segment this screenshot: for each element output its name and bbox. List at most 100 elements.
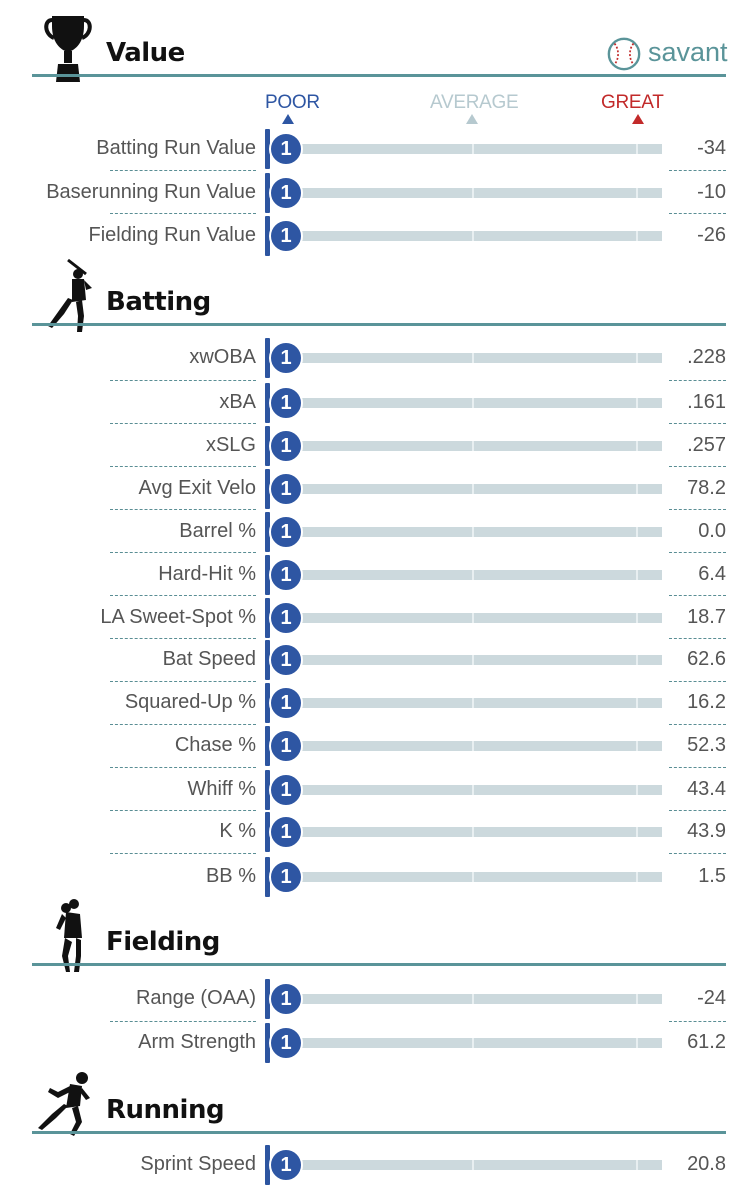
row-divider — [669, 213, 726, 214]
metric-value: .257 — [687, 434, 726, 456]
percentile-track — [296, 741, 662, 751]
row-divider — [110, 380, 256, 381]
row-divider — [669, 853, 726, 854]
percentile-badge[interactable]: 1 — [269, 1148, 303, 1182]
metric-value: 18.7 — [687, 606, 726, 628]
metric-value: .228 — [687, 346, 726, 368]
row-divider — [669, 423, 726, 424]
percentile-bracket — [265, 555, 270, 595]
percentile-track — [296, 188, 662, 198]
section-title-value: Value — [106, 38, 185, 68]
row-divider — [110, 595, 256, 596]
metric-value: 78.2 — [687, 477, 726, 499]
metric-label: Bat Speed — [162, 648, 256, 670]
row-divider — [110, 810, 256, 811]
row-divider — [110, 853, 256, 854]
baseball-icon — [607, 37, 641, 71]
row-divider — [669, 170, 726, 171]
row-divider — [110, 170, 256, 171]
percentile-badge[interactable]: 1 — [269, 515, 303, 549]
percentile-track — [296, 353, 662, 363]
metric-value: 43.4 — [687, 778, 726, 800]
section-title-batting: Batting — [106, 287, 211, 317]
metric-label: Sprint Speed — [140, 1153, 256, 1175]
row-divider — [110, 638, 256, 639]
percentile-badge[interactable]: 1 — [269, 219, 303, 253]
metric-value: -10 — [697, 181, 726, 203]
row-divider — [669, 595, 726, 596]
percentile-bracket — [265, 426, 270, 466]
row-divider — [669, 552, 726, 553]
scale-label-average: AVERAGE — [430, 92, 519, 113]
percentile-badge[interactable]: 1 — [269, 643, 303, 677]
percentile-badge[interactable]: 1 — [269, 558, 303, 592]
metric-label: Avg Exit Velo — [138, 477, 256, 499]
metric-value: 52.3 — [687, 734, 726, 756]
row-divider — [669, 638, 726, 639]
row-divider — [669, 810, 726, 811]
metric-label: K % — [219, 820, 256, 842]
percentile-badge[interactable]: 1 — [269, 472, 303, 506]
percentile-bracket — [265, 129, 270, 169]
percentile-bracket — [265, 338, 270, 378]
percentile-badge[interactable]: 1 — [269, 686, 303, 720]
section-divider — [32, 323, 726, 326]
metric-label: Range (OAA) — [135, 987, 256, 1009]
section-divider — [32, 1131, 726, 1134]
percentile-track — [296, 144, 662, 154]
percentile-badge[interactable]: 1 — [269, 386, 303, 420]
row-divider — [669, 466, 726, 467]
row-divider — [110, 767, 256, 768]
percentile-track — [296, 994, 662, 1004]
metric-value: -24 — [697, 987, 726, 1009]
metric-label: xSLG — [205, 434, 256, 456]
metric-value: 62.6 — [687, 648, 726, 670]
percentile-bracket — [265, 726, 270, 766]
metric-label: xwOBA — [189, 346, 256, 368]
metric-value: 16.2 — [687, 691, 726, 713]
percentile-bracket — [265, 1145, 270, 1185]
percentile-badge[interactable]: 1 — [269, 429, 303, 463]
percentile-badge[interactable]: 1 — [269, 176, 303, 210]
percentile-track — [296, 527, 662, 537]
metric-label: Hard-Hit % — [158, 563, 256, 585]
percentile-track — [296, 827, 662, 837]
metric-value: 6.4 — [698, 563, 726, 585]
section-divider — [32, 74, 726, 77]
percentile-badge[interactable]: 1 — [269, 132, 303, 166]
metric-value: 61.2 — [687, 1031, 726, 1053]
brand-name[interactable]: savant — [648, 37, 728, 67]
percentile-badge[interactable]: 1 — [269, 601, 303, 635]
metric-label: Barrel % — [179, 520, 256, 542]
percentile-track — [296, 570, 662, 580]
row-divider — [669, 767, 726, 768]
metric-value: .161 — [687, 391, 726, 413]
percentile-badge[interactable]: 1 — [269, 1026, 303, 1060]
row-divider — [669, 724, 726, 725]
metric-label: Baserunning Run Value — [46, 181, 256, 203]
row-divider — [669, 380, 726, 381]
row-divider — [110, 509, 256, 510]
percentile-badge[interactable]: 1 — [269, 815, 303, 849]
metric-label: Batting Run Value — [96, 137, 256, 159]
section-divider — [32, 963, 726, 966]
percentile-badge[interactable]: 1 — [269, 341, 303, 375]
percentile-badge[interactable]: 1 — [269, 982, 303, 1016]
metric-value: 0.0 — [698, 520, 726, 542]
percentile-bracket — [265, 598, 270, 638]
section-title-fielding: Fielding — [106, 927, 220, 957]
trophy-icon — [44, 16, 92, 82]
percentile-bracket — [265, 979, 270, 1019]
row-divider — [110, 466, 256, 467]
scale-label-poor: POOR — [265, 92, 320, 113]
percentile-track — [296, 484, 662, 494]
percentile-badge[interactable]: 1 — [269, 773, 303, 807]
percentile-track — [296, 872, 662, 882]
percentile-track — [296, 655, 662, 665]
percentile-track — [296, 398, 662, 408]
metric-label: Whiff % — [187, 778, 256, 800]
percentile-badge[interactable]: 1 — [269, 729, 303, 763]
metric-label: Chase % — [174, 734, 256, 756]
section-title-running: Running — [106, 1095, 225, 1125]
percentile-badge[interactable]: 1 — [269, 860, 303, 894]
